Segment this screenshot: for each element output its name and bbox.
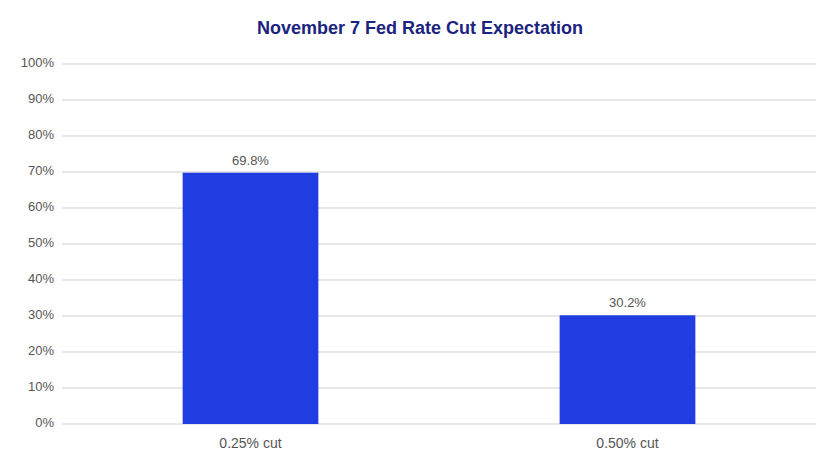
y-tick-label: 20% (28, 343, 54, 358)
y-tick-label: 0% (35, 415, 54, 430)
y-tick-label: 70% (28, 163, 54, 178)
data-label: 30.2% (609, 295, 646, 310)
chart-container: November 7 Fed Rate Cut Expectation 0% 10%… (0, 0, 840, 472)
y-axis: 0% 10% 20% 30% 40% 50% 60% 70% 80% 90% 100% (21, 55, 816, 430)
bar (560, 315, 696, 424)
y-tick-label: 90% (28, 91, 54, 106)
x-tick-label: 0.25% cut (219, 435, 281, 451)
chart: November 7 Fed Rate Cut Expectation 0% 10%… (0, 0, 840, 472)
grid-line (62, 172, 816, 173)
bar (183, 173, 319, 424)
grid-line (62, 208, 816, 209)
grid-line (62, 280, 816, 281)
grid-line (62, 64, 816, 65)
grid-line (62, 244, 816, 245)
y-tick-label: 60% (28, 199, 54, 214)
grid-line (62, 388, 816, 389)
bars (183, 173, 696, 424)
title: November 7 Fed Rate Cut Expectation (257, 18, 583, 38)
y-tick-label: 100% (21, 55, 55, 70)
y-tick-label: 40% (28, 271, 54, 286)
grid-line (62, 136, 816, 137)
data-label: 69.8% (232, 153, 269, 168)
y-tick-label: 80% (28, 127, 54, 142)
grid-line (62, 100, 816, 101)
grid-line (62, 316, 816, 317)
grid-line (62, 424, 816, 425)
y-tick-label: 30% (28, 307, 54, 322)
x-tick-label: 0.50% cut (596, 435, 658, 451)
grid-line (62, 352, 816, 353)
y-tick-label: 10% (28, 379, 54, 394)
y-tick-label: 50% (28, 235, 54, 250)
labels: 69.8% 0.25% cut 30.2% 0.50% cut (219, 153, 658, 451)
